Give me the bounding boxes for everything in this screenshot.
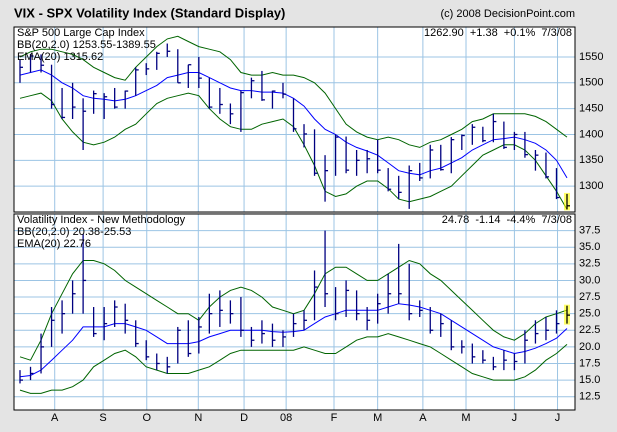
x-tick-label: 08 <box>280 412 292 424</box>
panel-title: S&P 500 Large Cap Index <box>17 27 145 39</box>
ema-legend: EMA(20) 1315.62 <box>17 51 103 63</box>
page-title: VIX - SPX Volatility Index (Standard Dis… <box>14 5 285 20</box>
x-tick-label: M <box>461 412 470 424</box>
plot-border <box>13 26 576 213</box>
x-tick-label: M <box>373 412 382 424</box>
x-tick-label: A <box>51 412 59 424</box>
y-tick-label: 12.5 <box>579 391 600 403</box>
band-legend: BB(20,2.0) 20.38-25.53 <box>17 226 131 238</box>
y-tick-label: 1450 <box>579 103 603 115</box>
lower-band <box>19 333 568 394</box>
y-tick-label: 1500 <box>579 77 603 89</box>
y-tick-label: 20.0 <box>579 341 600 353</box>
y-tick-label: 30.0 <box>579 274 600 286</box>
quote: 24.78 -1.14 -4.4% 7/3/08 <box>442 214 572 226</box>
x-tick-label: J <box>512 412 518 424</box>
y-tick-label: 1400 <box>579 128 603 140</box>
ema-legend: EMA(20) 22.76 <box>17 238 91 250</box>
copyright: (c) 2008 DecisionPoint.com <box>440 8 575 20</box>
panel-title: Volatility Index - New Methodology <box>17 214 186 226</box>
y-tick-label: 32.5 <box>579 258 600 270</box>
y-tick-label: 17.5 <box>579 357 600 369</box>
plot <box>14 214 575 410</box>
plot <box>14 27 575 212</box>
y-tick-label: 25.0 <box>579 308 600 320</box>
x-tick-label: A <box>419 412 427 424</box>
ema-line <box>19 69 568 179</box>
x-tick-label: J <box>555 412 561 424</box>
plot-border <box>13 213 576 411</box>
band-legend: BB(20,2.0) 1253.55-1389.55 <box>17 39 156 51</box>
x-tick-label: D <box>240 412 248 424</box>
plot-area <box>14 214 575 410</box>
x-tick-label: O <box>142 412 151 424</box>
y-tick-label: 1300 <box>579 180 603 192</box>
x-tick-label: F <box>331 412 338 424</box>
quote: 1262.90 +1.38 +0.1% 7/3/08 <box>424 27 572 39</box>
y-tick-label: 35.0 <box>579 241 600 253</box>
y-tick-label: 1550 <box>579 51 603 63</box>
x-tick-label: N <box>194 412 202 424</box>
y-tick-label: 15.0 <box>579 374 600 386</box>
y-tick-label: 37.5 <box>579 225 600 237</box>
x-tick-label: S <box>99 412 106 424</box>
y-tick-label: 1350 <box>579 154 603 166</box>
upper-band <box>19 35 568 148</box>
y-tick-label: 22.5 <box>579 324 600 336</box>
y-tick-label: 27.5 <box>579 291 600 303</box>
